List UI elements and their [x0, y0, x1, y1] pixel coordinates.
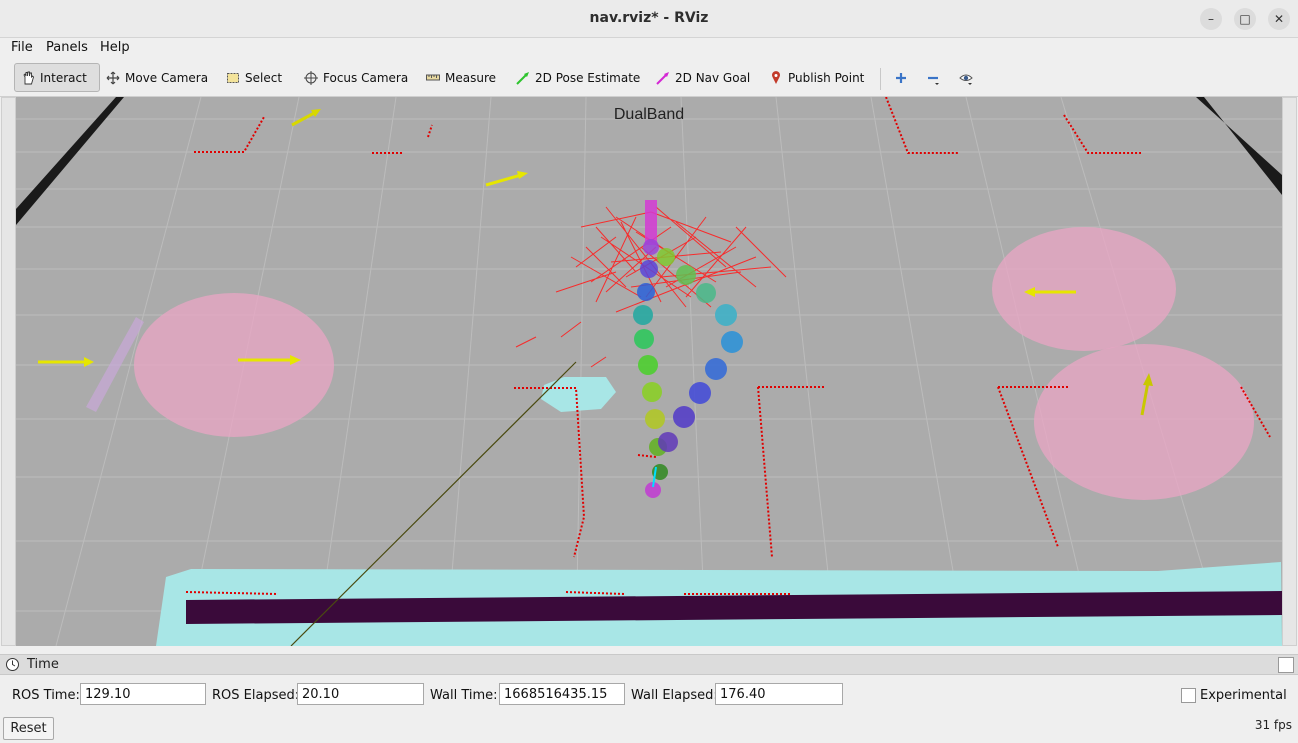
viewport-overlay-text: DualBand: [614, 106, 684, 123]
map-pin-icon: [772, 70, 780, 84]
ruler-icon: [426, 74, 440, 80]
menu-panels[interactable]: Panels: [46, 40, 88, 55]
clock-icon: [6, 658, 19, 671]
wall-elapsed-field[interactable]: [715, 683, 843, 705]
remove-tool-button[interactable]: [920, 63, 946, 92]
pose-estimate-label: 2D Pose Estimate: [535, 70, 641, 85]
experimental-checkbox[interactable]: [1181, 688, 1196, 703]
magenta-arrow-icon: [656, 71, 669, 85]
select-label: Select: [245, 70, 283, 85]
menu-bar: File Panels Help: [0, 38, 1298, 60]
move-camera-icon: [106, 71, 120, 84]
hand-icon: [23, 71, 35, 84]
right-panel-handle[interactable]: [1282, 97, 1297, 646]
toolbar: Interact Move Camera Select Focus Camera…: [0, 60, 1298, 97]
tool-visibility-button[interactable]: [953, 63, 979, 92]
maximize-icon[interactable]: □: [1234, 8, 1256, 30]
select-tool[interactable]: Select: [220, 63, 288, 92]
menu-file[interactable]: File: [11, 40, 33, 55]
wall-elapsed-label: Wall Elapsed:: [631, 688, 718, 703]
add-tool-button[interactable]: [888, 63, 914, 92]
time-panel-header: Time: [0, 654, 1298, 675]
green-arrow-icon: [516, 71, 529, 85]
covariance-ellipse: [1034, 344, 1254, 500]
publish-point-label: Publish Point: [788, 70, 865, 85]
focus-camera-label: Focus Camera: [323, 70, 409, 85]
costmap-patch: [541, 377, 616, 412]
reset-button[interactable]: Reset: [3, 717, 54, 740]
costmap-lethal: [186, 591, 1282, 624]
laser-scan: [185, 97, 1271, 595]
select-icon: [227, 72, 239, 83]
close-icon[interactable]: ✕: [1268, 8, 1290, 30]
plus-icon: [896, 72, 906, 83]
interact-label: Interact: [40, 70, 87, 85]
wall-left: [16, 97, 124, 225]
pose-arrows: [38, 109, 1153, 416]
minimize-icon[interactable]: –: [1200, 8, 1222, 30]
measure-tool[interactable]: Measure: [420, 63, 502, 92]
wall-time-label: Wall Time:: [430, 688, 498, 703]
nav-goal-tool[interactable]: 2D Nav Goal: [650, 63, 756, 92]
title-bar: nav.rviz* - RViz – □ ✕: [0, 0, 1298, 38]
left-panel-handle[interactable]: [1, 97, 16, 646]
planned-path: [633, 200, 743, 498]
minus-icon: [928, 76, 939, 85]
ros-time-field[interactable]: [80, 683, 206, 705]
measure-label: Measure: [445, 70, 496, 85]
move-camera-tool[interactable]: Move Camera: [100, 63, 214, 92]
ros-time-label: ROS Time:: [12, 688, 80, 703]
move-camera-label: Move Camera: [125, 70, 209, 85]
covariance-ellipse: [992, 227, 1176, 351]
panel-float-button[interactable]: [1278, 657, 1294, 673]
menu-help[interactable]: Help: [100, 40, 130, 55]
pose-estimate-tool[interactable]: 2D Pose Estimate: [510, 63, 646, 92]
covariance-ellipse: [134, 293, 334, 437]
render-viewport[interactable]: DualBand: [16, 97, 1282, 646]
wall-time-field[interactable]: [499, 683, 625, 705]
window-title: nav.rviz* - RViz: [589, 10, 709, 26]
nav-goal-label: 2D Nav Goal: [675, 70, 751, 85]
publish-point-tool[interactable]: Publish Point: [763, 63, 870, 92]
focus-camera-tool[interactable]: Focus Camera: [298, 63, 414, 92]
time-panel-title: Time: [27, 657, 59, 672]
eye-icon: [959, 74, 973, 85]
scene-canvas[interactable]: DualBand: [16, 97, 1282, 646]
focus-camera-icon: [304, 70, 318, 85]
ros-elapsed-field[interactable]: [297, 683, 424, 705]
global-path-line: [290, 361, 577, 646]
interact-tool[interactable]: Interact: [14, 63, 100, 92]
ros-elapsed-label: ROS Elapsed:: [212, 688, 300, 703]
fps-counter: 31 fps: [1254, 718, 1292, 732]
experimental-label: Experimental: [1200, 688, 1287, 703]
toolbar-separator: [880, 68, 881, 90]
